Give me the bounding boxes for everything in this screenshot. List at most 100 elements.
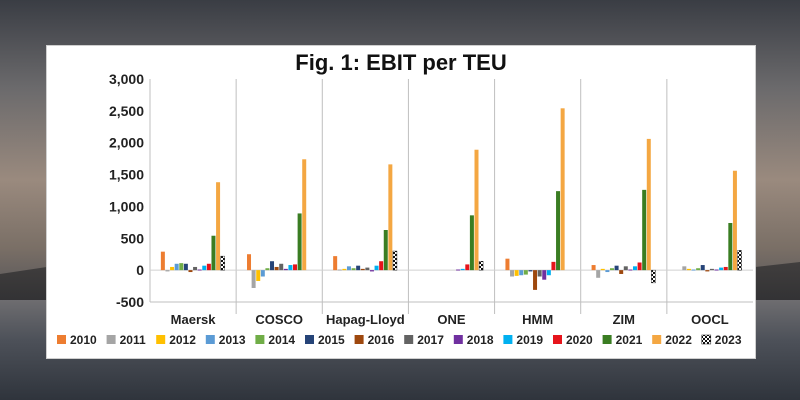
bar-hmm-2011: [510, 270, 515, 277]
bar-cosco-2010: [247, 254, 252, 271]
legend-label: 2015: [318, 333, 345, 347]
bar-oocl-2023: [737, 250, 742, 271]
bar-zim-2016: [619, 270, 624, 274]
bar-maersk-2011: [165, 270, 170, 272]
bar-hapag-lloyd-2019: [374, 265, 379, 271]
bar-hmm-2021: [556, 191, 561, 271]
category-label: HMM: [522, 312, 553, 327]
legend-label: 2014: [268, 333, 295, 347]
bar-oocl-2016: [705, 270, 710, 272]
bar-zim-2014: [609, 268, 614, 271]
bar-hmm-2015: [528, 270, 533, 272]
bar-hapag-lloyd-2011: [337, 269, 342, 271]
bar-cosco-2011: [251, 270, 256, 288]
bar-cosco-2017: [279, 263, 284, 271]
legend-swatch: [354, 335, 364, 344]
bar-maersk-2018: [197, 269, 202, 271]
legend-label: 2017: [417, 333, 444, 347]
bar-zim-2017: [623, 266, 628, 271]
bar-maersk-2017: [193, 266, 198, 271]
bar-oocl-2017: [709, 268, 714, 271]
bar-one-2018: [456, 269, 461, 271]
bar-hapag-lloyd-2017: [365, 267, 370, 271]
y-tick-label: 1,000: [109, 198, 144, 214]
bar-maersk-2021: [211, 235, 216, 271]
bar-zim-2019: [632, 266, 637, 271]
bar-oocl-2018: [714, 269, 719, 271]
category-label: OOCL: [691, 312, 729, 327]
legend-swatch: [602, 335, 612, 344]
legend-label: 2020: [566, 333, 593, 347]
bar-oocl-2015: [700, 265, 705, 271]
category-label: ONE: [437, 312, 466, 327]
bar-cosco-2013: [260, 270, 265, 277]
chart-title: Fig. 1: EBIT per TEU: [295, 50, 507, 75]
legend-swatch: [57, 335, 66, 344]
bar-hmm-2022: [560, 108, 565, 271]
bar-zim-2023: [651, 269, 656, 284]
bar-maersk-2012: [170, 266, 175, 271]
bar-hmm-2013: [519, 270, 524, 276]
legend-label: 2013: [219, 333, 246, 347]
legend-label: 2019: [516, 333, 543, 347]
bar-zim-2012: [600, 268, 605, 271]
bar-hmm-2016: [533, 270, 538, 290]
bar-zim-2011: [596, 270, 601, 278]
bar-hapag-lloyd-2015: [356, 265, 361, 271]
legend-swatch: [255, 335, 265, 344]
legend-swatch: [404, 335, 414, 344]
bar-hapag-lloyd-2022: [388, 164, 393, 271]
chart-panel: Fig. 1: EBIT per TEU -500 0 500 1,000 1,500 2…: [46, 45, 756, 359]
bar-hmm-2012: [514, 270, 519, 276]
category-label: Maersk: [171, 312, 217, 327]
legend-label: 2012: [169, 333, 196, 347]
y-tick-label: 500: [121, 230, 145, 246]
bar-oocl-2020: [723, 266, 728, 271]
bar-maersk-2023: [220, 255, 225, 271]
bar-zim-2021: [642, 189, 647, 271]
bar-hapag-lloyd-2012: [342, 268, 347, 271]
bar-maersk-2019: [202, 265, 207, 271]
bar-hmm-2014: [523, 270, 528, 275]
bar-maersk-2020: [206, 263, 211, 271]
bar-maersk-2013: [174, 263, 179, 271]
bar-hapag-lloyd-2023: [392, 250, 398, 271]
bar-oocl-2012: [686, 268, 691, 271]
bar-hmm-2010: [505, 258, 510, 271]
y-tick-label: 0: [136, 262, 144, 278]
bar-zim-2018: [628, 269, 633, 271]
bar-one-2019: [460, 268, 465, 271]
legend-swatch: [453, 335, 463, 344]
legend-label: 2023: [715, 333, 742, 347]
bar-oocl-2019: [719, 267, 724, 271]
bar-zim-2020: [637, 262, 642, 271]
legend-swatch: [305, 335, 314, 344]
bar-maersk-2014: [179, 263, 184, 271]
bar-cosco-2012: [256, 270, 261, 281]
chart-svg: -500 0 500 1,000 1,500 2,000 2,500 3,000 Maersk C…: [57, 71, 753, 347]
bar-cosco-2016: [274, 266, 279, 271]
category-label: ZIM: [613, 312, 635, 327]
bar-cosco-2022: [302, 159, 307, 271]
bar-oocl-2014: [696, 268, 701, 271]
bar-oocl-2022: [732, 170, 737, 271]
bar-one-2022: [474, 149, 479, 271]
y-tick-label: 3,000: [109, 71, 144, 87]
bar-maersk-2010: [160, 251, 165, 271]
category-label: COSCO: [255, 312, 303, 327]
bar-hmm-2020: [551, 261, 556, 271]
bar-oocl-2013: [691, 269, 696, 271]
bar-oocl-2021: [728, 222, 733, 271]
y-tick-label: -500: [116, 294, 144, 310]
bar-cosco-2020: [293, 264, 298, 271]
bar-cosco-2021: [297, 213, 302, 271]
bar-hapag-lloyd-2020: [379, 261, 384, 271]
bar-cosco-2014: [265, 268, 270, 271]
legend-swatch: [156, 335, 166, 344]
bar-hmm-2017: [537, 270, 542, 277]
bar-maersk-2015: [183, 263, 188, 271]
y-tick-label: 1,500: [109, 167, 144, 183]
bar-hapag-lloyd-2013: [346, 266, 351, 271]
y-tick-label: 2,000: [109, 135, 144, 151]
bar-hapag-lloyd-2014: [351, 268, 356, 271]
